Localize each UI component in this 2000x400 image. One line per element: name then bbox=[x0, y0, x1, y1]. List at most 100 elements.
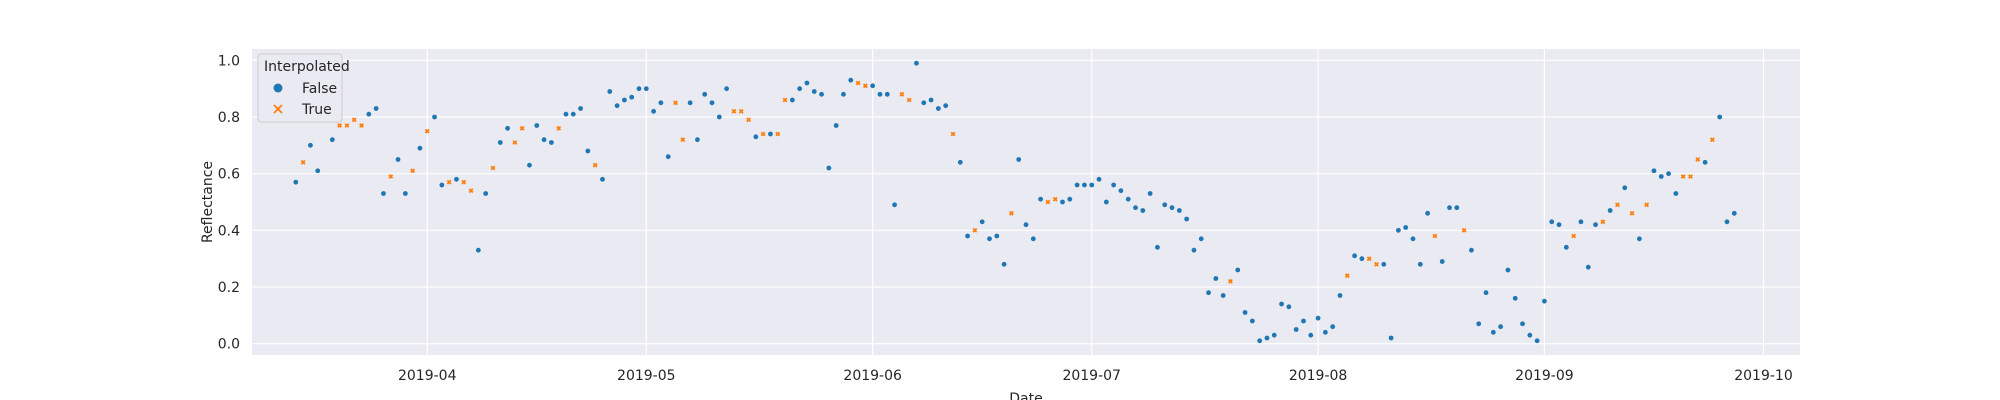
data-point bbox=[329, 137, 335, 143]
x-tick-label: 2019-09 bbox=[1515, 368, 1574, 384]
y-axis-label: Reflectance bbox=[200, 161, 216, 243]
data-point bbox=[1249, 318, 1255, 324]
legend-label: False bbox=[302, 81, 337, 97]
data-point bbox=[475, 247, 481, 253]
data-point bbox=[600, 176, 605, 182]
data-point bbox=[1585, 264, 1591, 270]
data-point bbox=[1461, 227, 1467, 233]
data-point bbox=[775, 131, 781, 137]
data-point bbox=[1366, 256, 1372, 262]
x-tick-label: 2019-05 bbox=[617, 368, 676, 384]
data-point bbox=[768, 131, 773, 137]
legend-marker bbox=[273, 83, 283, 93]
data-point bbox=[979, 219, 985, 225]
data-point bbox=[629, 94, 635, 100]
data-point bbox=[578, 106, 583, 111]
data-point bbox=[1629, 210, 1635, 216]
data-point bbox=[1089, 182, 1095, 188]
legend-label: True bbox=[301, 102, 332, 118]
data-point bbox=[651, 108, 657, 114]
data-point bbox=[527, 162, 532, 168]
data-point bbox=[841, 91, 846, 97]
data-point bbox=[1315, 315, 1321, 321]
data-point bbox=[388, 174, 394, 179]
data-point bbox=[636, 86, 642, 92]
data-point bbox=[1045, 199, 1051, 205]
data-point bbox=[1001, 261, 1007, 267]
data-point bbox=[1301, 318, 1306, 324]
data-point bbox=[899, 91, 905, 97]
data-point bbox=[1359, 256, 1365, 262]
data-point bbox=[687, 100, 693, 106]
data-point bbox=[695, 137, 700, 143]
x-tick-label: 2019-06 bbox=[843, 368, 902, 384]
data-point bbox=[804, 80, 810, 86]
data-point bbox=[1395, 227, 1401, 233]
data-point bbox=[665, 154, 671, 160]
data-point bbox=[972, 227, 978, 233]
data-point bbox=[366, 111, 372, 117]
data-point bbox=[1520, 321, 1525, 327]
data-point bbox=[1731, 210, 1737, 216]
data-point bbox=[1425, 210, 1431, 216]
data-point bbox=[293, 179, 299, 185]
data-point bbox=[1096, 176, 1102, 182]
data-point bbox=[1505, 267, 1511, 273]
data-point bbox=[1622, 185, 1628, 191]
data-point bbox=[1403, 225, 1409, 230]
data-point bbox=[1286, 304, 1292, 310]
data-point bbox=[1279, 301, 1284, 307]
y-tick-label: 1.0 bbox=[218, 53, 240, 69]
data-point bbox=[381, 191, 386, 196]
data-point bbox=[1235, 267, 1241, 273]
data-point bbox=[1571, 233, 1577, 239]
data-point bbox=[1140, 208, 1146, 213]
data-point bbox=[1060, 199, 1065, 205]
data-point bbox=[1198, 236, 1204, 242]
data-point bbox=[819, 91, 824, 97]
data-point bbox=[943, 103, 949, 109]
data-point bbox=[1439, 259, 1445, 264]
data-point bbox=[753, 134, 759, 140]
data-point bbox=[490, 165, 496, 171]
data-point bbox=[1476, 321, 1482, 327]
data-point bbox=[957, 159, 963, 165]
data-point bbox=[468, 188, 474, 194]
data-point bbox=[658, 100, 664, 106]
data-point bbox=[1695, 157, 1701, 162]
data-point bbox=[862, 83, 868, 89]
data-point bbox=[541, 137, 547, 143]
data-point bbox=[585, 148, 591, 154]
data-point bbox=[1651, 168, 1657, 174]
data-point bbox=[1330, 324, 1336, 330]
x-axis-label: Date bbox=[1009, 391, 1042, 400]
data-point bbox=[483, 191, 489, 196]
data-point bbox=[351, 117, 357, 123]
data-point bbox=[1578, 219, 1584, 225]
data-point bbox=[1447, 205, 1452, 211]
data-point bbox=[454, 176, 459, 182]
x-tick-label: 2019-08 bbox=[1289, 368, 1348, 384]
data-point bbox=[417, 145, 423, 151]
data-point bbox=[1688, 174, 1693, 179]
data-point bbox=[1388, 335, 1394, 341]
data-point bbox=[556, 125, 562, 131]
data-point bbox=[1038, 196, 1044, 202]
data-point bbox=[1410, 236, 1416, 242]
data-point bbox=[519, 125, 525, 131]
data-point bbox=[680, 137, 686, 143]
data-point bbox=[563, 111, 569, 117]
data-point bbox=[1030, 236, 1036, 242]
data-point bbox=[738, 108, 744, 114]
data-point bbox=[1125, 196, 1131, 202]
data-point bbox=[461, 179, 467, 185]
x-tick-label: 2019-10 bbox=[1734, 368, 1793, 384]
data-point bbox=[994, 233, 1000, 239]
data-point bbox=[607, 89, 613, 94]
data-point bbox=[1308, 332, 1314, 338]
data-point bbox=[1133, 205, 1138, 211]
data-point bbox=[395, 157, 401, 162]
data-point bbox=[709, 100, 715, 106]
y-tick-label: 0.6 bbox=[218, 167, 240, 183]
